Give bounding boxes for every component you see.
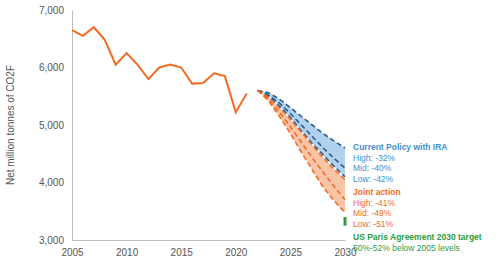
scenario-line: [258, 91, 345, 213]
y-tick-label: 7,000: [39, 5, 64, 16]
target-bar: [344, 217, 347, 226]
y-tick: 6,000: [39, 62, 72, 73]
y-tick: 4,000: [39, 177, 72, 188]
scenario-label: Mid: -40%: [353, 163, 392, 173]
target-title: US Paris Agreement 2030 target: [353, 232, 482, 242]
scenario-label: Low: -51%: [353, 219, 394, 229]
scenario-label: Low: -42%: [353, 174, 394, 184]
y-tick: 5,000: [39, 120, 72, 131]
y-axis-line: [72, 11, 73, 241]
plot-area: [72, 27, 347, 225]
x-tick-label: 2010: [116, 247, 139, 258]
y-tick-label: 3,000: [39, 235, 64, 246]
y-axis-title: Net million tonnes of CO2F: [5, 65, 16, 185]
target-label: 50%-52% below 2005 levels: [353, 243, 460, 253]
y-tick-label: 6,000: [39, 62, 64, 73]
x-tick: 2025: [280, 240, 303, 258]
x-axis-line: [73, 240, 346, 241]
x-tick: 2020: [225, 240, 248, 258]
scenario-title: Current Policy with IRA: [353, 142, 447, 152]
x-axis: 200520102015202020252030: [61, 240, 357, 258]
scenario-band: [258, 91, 345, 213]
x-tick-label: 2025: [280, 247, 303, 258]
chart: 2005201020152020202520303,0004,0005,0006…: [0, 0, 500, 271]
x-tick-label: 2020: [225, 247, 248, 258]
x-tick: 2010: [116, 240, 139, 258]
y-tick: 3,000: [39, 235, 72, 246]
x-tick-label: 2015: [171, 247, 194, 258]
x-tick-label: 2005: [61, 247, 84, 258]
y-tick: 7,000: [39, 5, 72, 16]
y-axis: 3,000 4,000 5,000 6,000 7,000: [39, 5, 73, 246]
x-tick: 2015: [171, 240, 194, 258]
scenario-label: Mid: -49%: [353, 208, 392, 218]
scenario-label: High: -41%: [353, 198, 395, 208]
scenario-line: [258, 91, 345, 200]
x-tick: 2005: [61, 240, 84, 258]
y-tick-label: 5,000: [39, 120, 64, 131]
y-tick-label: 4,000: [39, 177, 64, 188]
scenario-label: High: -32%: [353, 153, 395, 163]
history-line: [72, 27, 247, 112]
annotations: Current Policy with IRAHigh: -32%Mid: -4…: [353, 142, 482, 253]
scenario-title: Joint action: [353, 187, 401, 197]
